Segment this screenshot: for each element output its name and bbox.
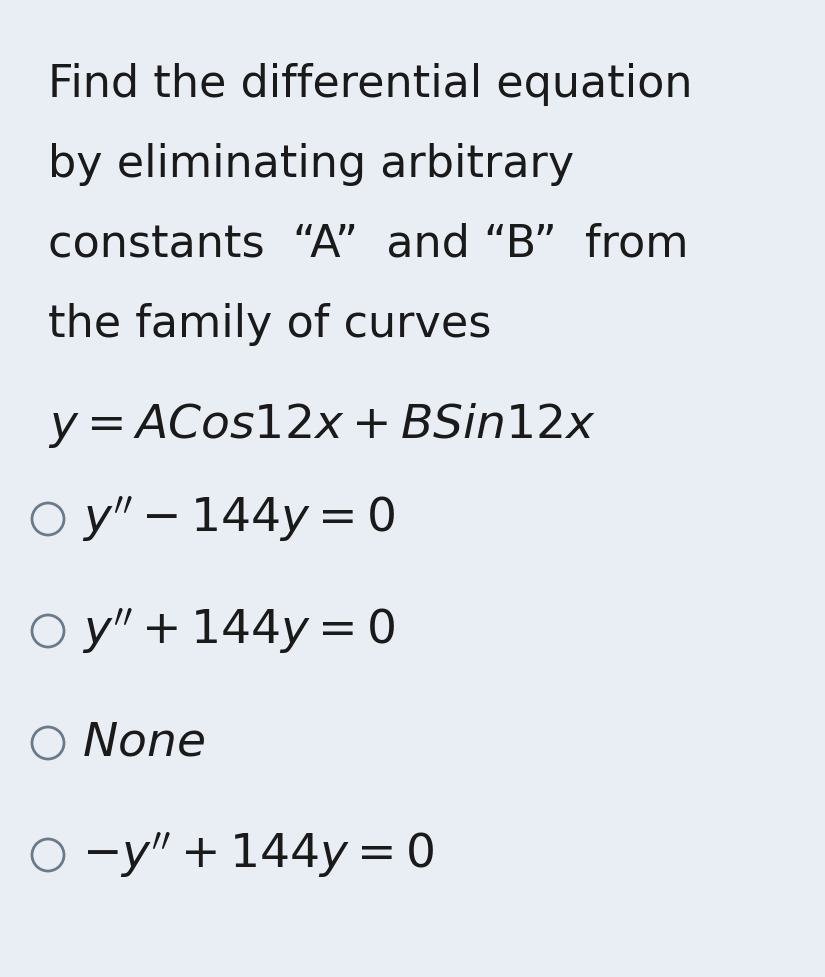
Text: $-y'' + 144y = 0$: $-y'' + 144y = 0$ [82, 830, 434, 880]
Text: $\mathit{None}$: $\mathit{None}$ [82, 720, 205, 766]
Text: $y'' - 144y = 0$: $y'' - 144y = 0$ [82, 494, 396, 544]
Text: the family of curves: the family of curves [48, 303, 492, 346]
Text: Find the differential equation: Find the differential equation [48, 63, 692, 106]
Text: constants  “A”  and “B”  from: constants “A” and “B” from [48, 223, 689, 266]
Text: $y'' + 144y = 0$: $y'' + 144y = 0$ [82, 606, 396, 656]
Text: $y = A\mathit{Cos}12x + B\mathit{Sin}12x$: $y = A\mathit{Cos}12x + B\mathit{Sin}12x… [48, 401, 596, 449]
Text: by eliminating arbitrary: by eliminating arbitrary [48, 143, 574, 186]
